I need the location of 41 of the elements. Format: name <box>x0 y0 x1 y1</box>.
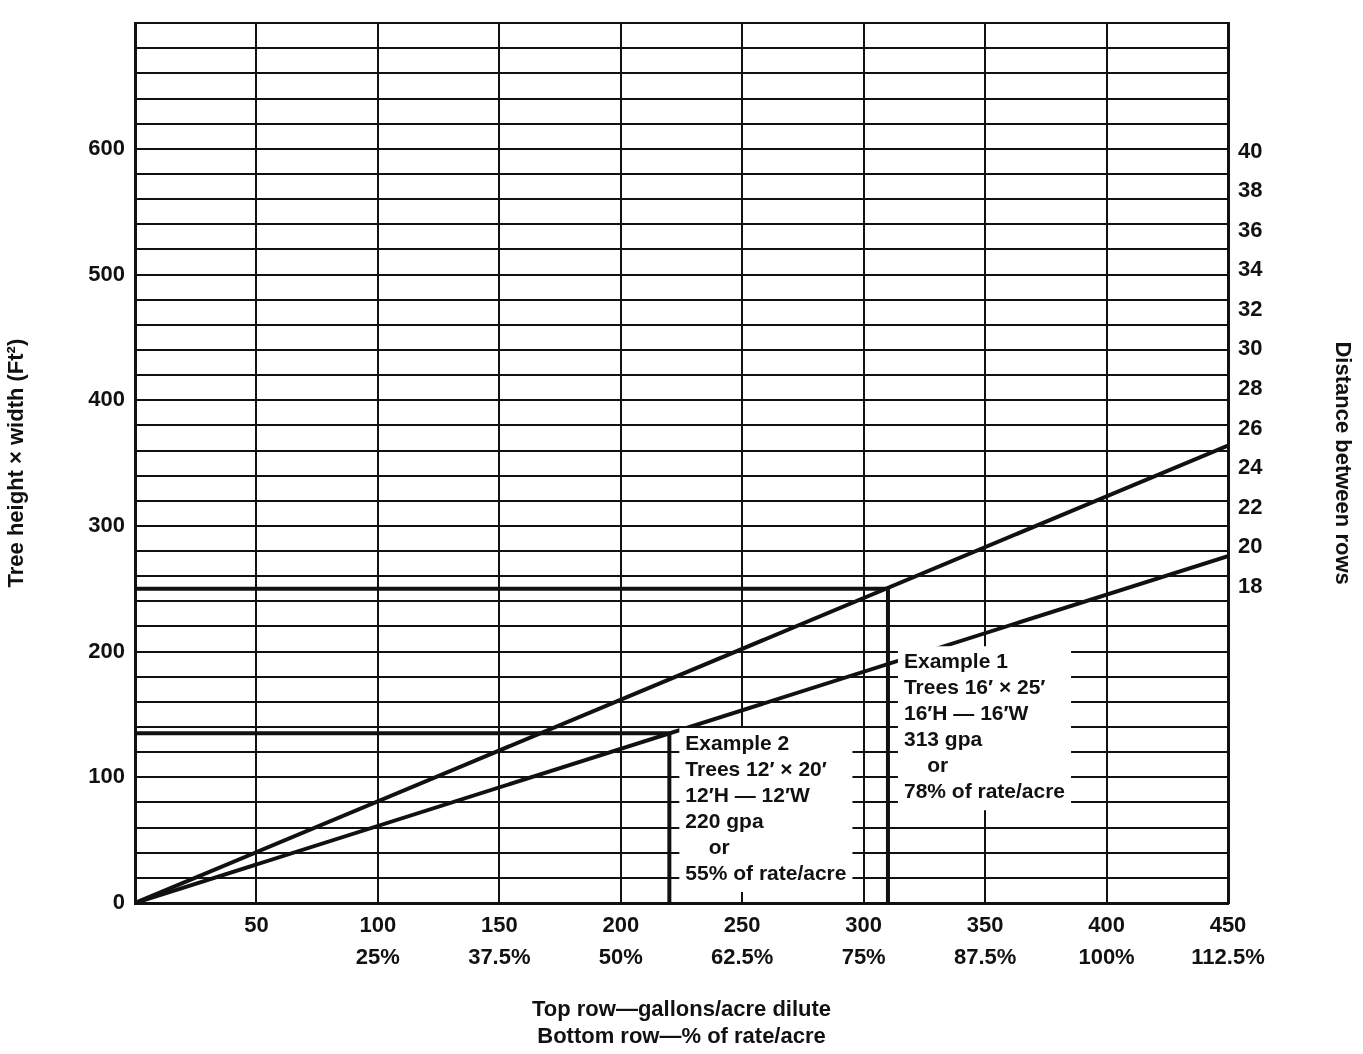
x2-tick-label: 62.5% <box>711 944 774 970</box>
y2-tick-label: 32 <box>1238 295 1263 321</box>
y2-tick-label: 38 <box>1238 177 1263 203</box>
x2-tick-label: 87.5% <box>953 944 1017 970</box>
x-tick-label: 400 <box>1088 912 1125 938</box>
x2-tick-label: 112.5% <box>1191 944 1265 970</box>
x2-tick-label: 75% <box>841 944 886 970</box>
x-tick-label: 300 <box>845 912 883 938</box>
x2-tick-label: 50% <box>598 944 643 970</box>
x-tick-label: 150 <box>480 912 518 938</box>
y2-tick-label: 26 <box>1238 414 1263 440</box>
y2-tick-label: 30 <box>1238 335 1263 361</box>
x2-tick-label: 37.5% <box>468 944 531 970</box>
y-tick-label: 300 <box>88 512 125 538</box>
x-tick-label: 350 <box>966 912 1004 938</box>
y2-axis-title: Distance between rows <box>1330 341 1356 585</box>
y2-tick-label: 34 <box>1238 256 1264 282</box>
x2-tick-label: 25% <box>355 944 400 970</box>
y-tick-label: 100 <box>88 763 125 789</box>
x-tick-label: 200 <box>602 912 640 938</box>
x-tick-label: 450 <box>1209 912 1247 938</box>
y-tick-label: 600 <box>88 134 125 160</box>
y2-tick-label: 28 <box>1238 375 1263 401</box>
y-tick-label: 0 <box>112 889 125 915</box>
annotation: Example 2 Trees 12′ × 20′ 12′H — 12′W 220 gpa or 55% of rate/acre <box>685 731 847 885</box>
y-tick-label: 200 <box>88 637 125 663</box>
y2-tick-label: 22 <box>1238 493 1263 519</box>
y-axis-title: Tree height × width (Ft²) <box>3 338 29 588</box>
annotation: Example 1 Trees 16′ × 25′ 16′H — 16′W 313 gpa or 78% of rate/acre <box>903 649 1066 803</box>
x2-tick-label: 100% <box>1078 944 1135 970</box>
y2-tick-label: 24 <box>1238 454 1264 480</box>
x-axis-title: Top row—gallons/acre dilute Bottom row—% of rate/acre <box>531 996 832 1048</box>
y2-tick-label: 40 <box>1238 137 1263 163</box>
y2-tick-label: 18 <box>1238 572 1263 598</box>
y2-tick-label: 20 <box>1238 533 1263 559</box>
y-tick-label: 400 <box>88 386 125 412</box>
x-tick-label: 100 <box>359 912 397 938</box>
x-tick-label: 250 <box>723 912 761 938</box>
x-tick-label: 50 <box>244 912 269 938</box>
y-tick-label: 500 <box>88 260 125 286</box>
y2-tick-label: 36 <box>1238 216 1263 242</box>
